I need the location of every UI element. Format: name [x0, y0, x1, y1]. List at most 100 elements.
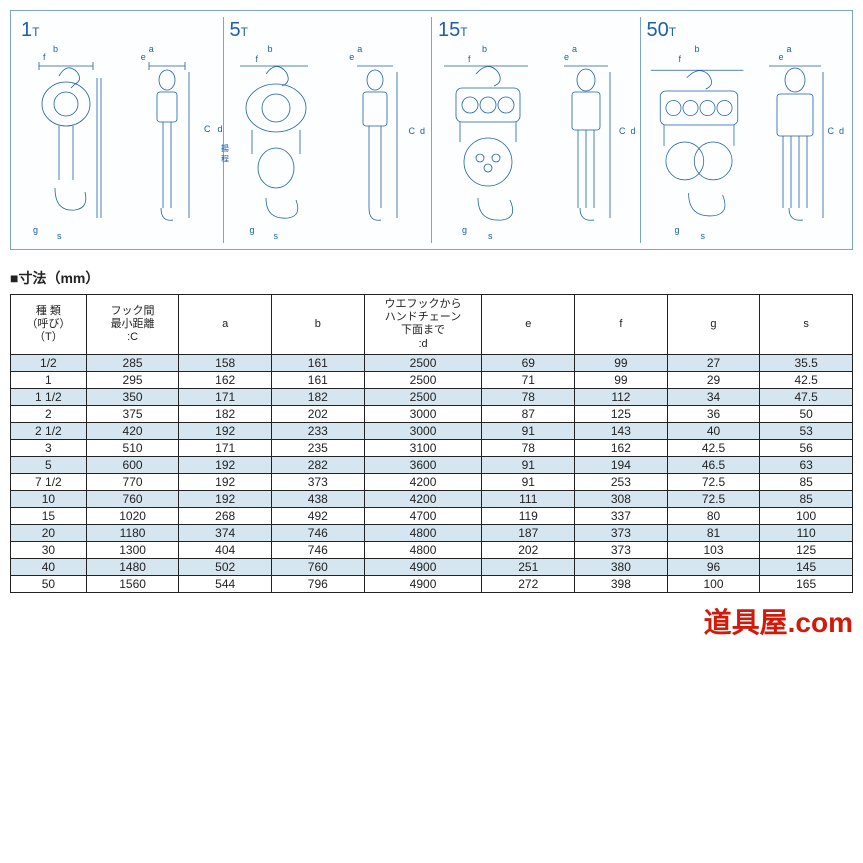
diagram-panel-5t: 5T b f g s	[223, 17, 432, 243]
hoist-5t-side: a e d C	[329, 44, 425, 241]
panel-label-1t: 1T	[21, 19, 217, 42]
dim-s: s	[57, 231, 62, 241]
table-cell: 380	[575, 558, 668, 575]
table-cell: 162	[179, 371, 272, 388]
table-row: 10760192438420011130872.585	[11, 490, 853, 507]
table-cell: 46.5	[667, 456, 760, 473]
table-cell: 50	[760, 405, 853, 422]
dim-s: s	[701, 231, 706, 241]
table-cell: 4900	[364, 558, 482, 575]
dim-s: s	[488, 231, 493, 241]
table-cell: 5	[11, 456, 87, 473]
table-row: 2 1/24201922333000911434053	[11, 422, 853, 439]
table-cell: 4200	[364, 490, 482, 507]
table-cell: 2500	[364, 388, 482, 405]
table-cell: 192	[179, 422, 272, 439]
table-cell: 4800	[364, 541, 482, 558]
table-cell: 72.5	[667, 473, 760, 490]
table-cell: 438	[271, 490, 364, 507]
dim-f: f	[679, 54, 682, 64]
table-cell: 2500	[364, 371, 482, 388]
dim-s: s	[274, 231, 279, 241]
table-cell: 1020	[86, 507, 179, 524]
table-cell: 110	[760, 524, 853, 541]
col-header: f	[575, 295, 668, 355]
table-cell: 161	[271, 354, 364, 371]
table-cell: 760	[271, 558, 364, 575]
table-cell: 746	[271, 524, 364, 541]
col-header: a	[179, 295, 272, 355]
dim-a: a	[572, 44, 577, 54]
table-cell: 1	[11, 371, 87, 388]
table-cell: 2 1/2	[11, 422, 87, 439]
table-cell: 99	[575, 354, 668, 371]
brand-logo-text: 道具屋.com	[10, 601, 853, 641]
table-row: 351017123531007816242.556	[11, 439, 853, 456]
table-row: 1295162161250071992942.5	[11, 371, 853, 388]
table-cell: 71	[482, 371, 575, 388]
table-cell: 103	[667, 541, 760, 558]
hoist-1t-front: b f g s	[21, 44, 117, 241]
table-row: 5015605447964900272398100165	[11, 575, 853, 592]
table-cell: 171	[179, 388, 272, 405]
table-row: 201180374746480018737381110	[11, 524, 853, 541]
table-cell: 40	[667, 422, 760, 439]
table-cell: 15	[11, 507, 87, 524]
table-cell: 187	[482, 524, 575, 541]
table-cell: 1 1/2	[11, 388, 87, 405]
dim-c: C	[409, 126, 416, 136]
table-cell: 2	[11, 405, 87, 422]
table-row: 560019228236009119446.563	[11, 456, 853, 473]
spec-table: 種 類（呼び）（T）フック間最小距離:Cabウエフックからハンドチェーン下面まで…	[10, 294, 853, 593]
hoist-15t-side: a e d C	[542, 44, 634, 241]
table-cell: 1560	[86, 575, 179, 592]
table-cell: 4800	[364, 524, 482, 541]
table-cell: 72.5	[667, 490, 760, 507]
table-cell: 36	[667, 405, 760, 422]
table-cell: 91	[482, 456, 575, 473]
table-cell: 111	[482, 490, 575, 507]
table-cell: 10	[11, 490, 87, 507]
hoist-50t-side: a e d C	[755, 44, 843, 241]
dim-c: C	[828, 126, 835, 136]
table-cell: 50	[11, 575, 87, 592]
table-row: 7 1/277019237342009125372.585	[11, 473, 853, 490]
dim-g: g	[33, 225, 38, 235]
dim-b: b	[482, 44, 487, 54]
table-cell: 192	[179, 456, 272, 473]
table-cell: 746	[271, 541, 364, 558]
table-cell: 87	[482, 405, 575, 422]
table-cell: 158	[179, 354, 272, 371]
dim-c: C	[619, 126, 626, 136]
dim-d: d	[839, 126, 844, 136]
table-cell: 47.5	[760, 388, 853, 405]
table-cell: 69	[482, 354, 575, 371]
table-cell: 3600	[364, 456, 482, 473]
table-cell: 796	[271, 575, 364, 592]
panel-label-5t: 5T	[230, 19, 426, 42]
table-cell: 7 1/2	[11, 473, 87, 490]
table-cell: 295	[86, 371, 179, 388]
dim-f: f	[43, 52, 46, 62]
table-cell: 3000	[364, 405, 482, 422]
table-cell: 40	[11, 558, 87, 575]
spec-table-body: 1/2285158161250069992735.512951621612500…	[11, 354, 853, 592]
table-cell: 253	[575, 473, 668, 490]
table-cell: 373	[575, 524, 668, 541]
table-cell: 251	[482, 558, 575, 575]
col-header: e	[482, 295, 575, 355]
table-cell: 112	[575, 388, 668, 405]
table-cell: 80	[667, 507, 760, 524]
table-cell: 492	[271, 507, 364, 524]
dim-a: a	[357, 44, 362, 54]
table-row: 1/2285158161250069992735.5	[11, 354, 853, 371]
table-cell: 42.5	[667, 439, 760, 456]
table-cell: 770	[86, 473, 179, 490]
panel-label-50t: 50T	[647, 19, 843, 42]
table-cell: 398	[575, 575, 668, 592]
table-cell: 4900	[364, 575, 482, 592]
table-cell: 2500	[364, 354, 482, 371]
hoist-15t-front: b f g s	[438, 44, 538, 241]
table-cell: 1480	[86, 558, 179, 575]
table-cell: 404	[179, 541, 272, 558]
